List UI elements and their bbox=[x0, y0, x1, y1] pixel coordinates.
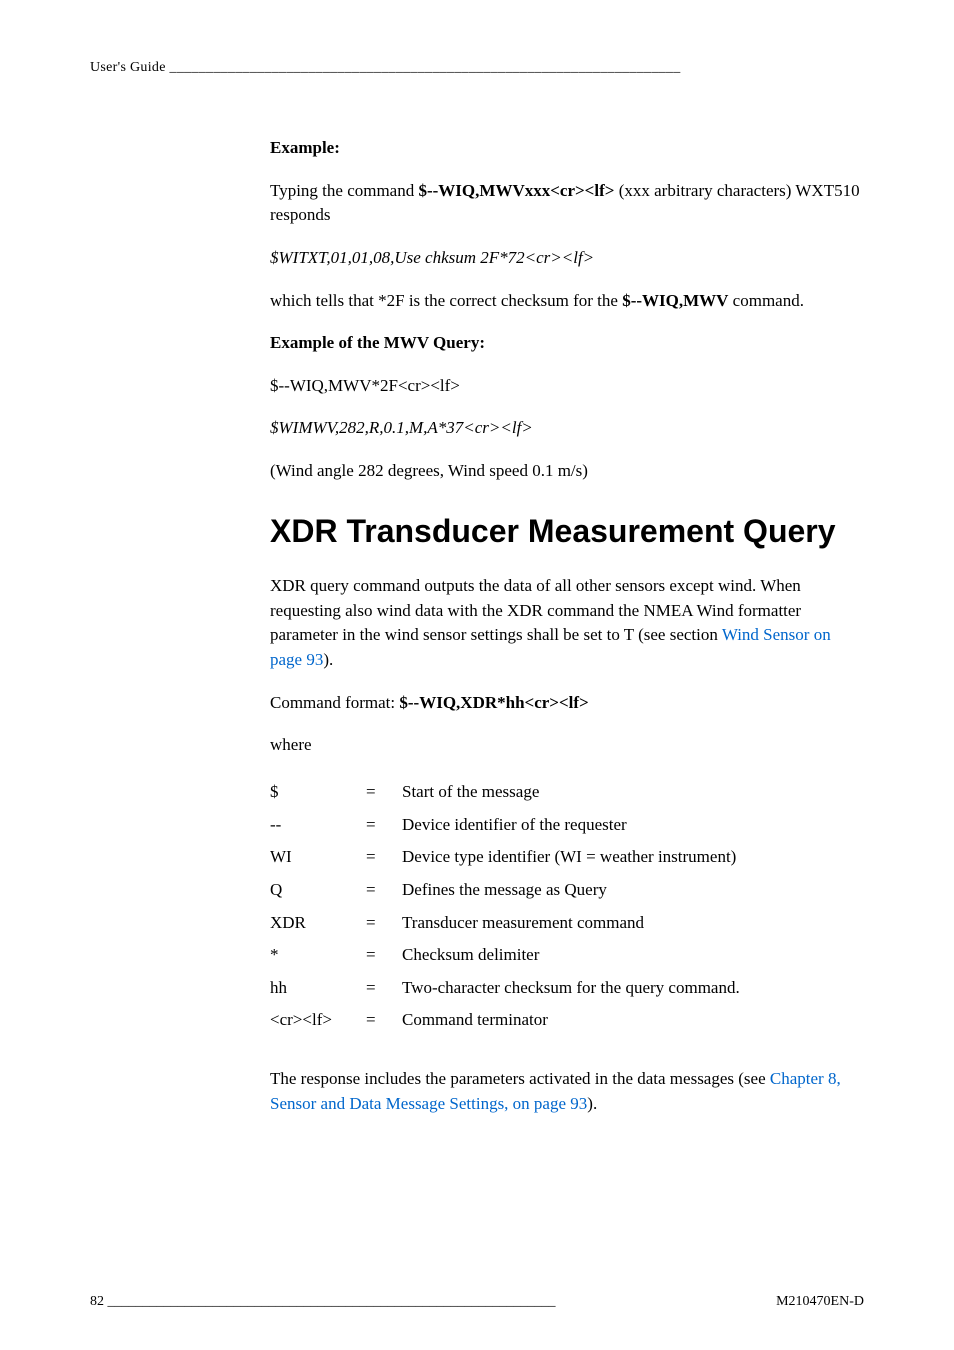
def-eq: = bbox=[366, 776, 402, 809]
definitions-body: $ = Start of the message -- = Device ide… bbox=[270, 776, 746, 1037]
def-symbol: WI bbox=[270, 841, 366, 874]
paragraph: (Wind angle 282 degrees, Wind speed 0.1 … bbox=[270, 459, 864, 484]
def-eq: = bbox=[366, 841, 402, 874]
table-row: WI = Device type identifier (WI = weathe… bbox=[270, 841, 746, 874]
command-line: $--WIQ,MWV*2F<cr><lf> bbox=[270, 374, 864, 399]
table-row: $ = Start of the message bbox=[270, 776, 746, 809]
text-run: Typing the command bbox=[270, 181, 418, 200]
text-run: command. bbox=[728, 291, 804, 310]
def-eq: = bbox=[366, 1004, 402, 1037]
table-row: * = Checksum delimiter bbox=[270, 939, 746, 972]
running-header: User's Guide ___________________________… bbox=[90, 60, 864, 76]
table-row: hh = Two-character checksum for the quer… bbox=[270, 972, 746, 1005]
page: User's Guide ___________________________… bbox=[0, 0, 954, 1350]
def-symbol: $ bbox=[270, 776, 366, 809]
def-desc: Device identifier of the requester bbox=[402, 809, 746, 842]
def-desc: Checksum delimiter bbox=[402, 939, 746, 972]
table-row: XDR = Transducer measurement command bbox=[270, 907, 746, 940]
text-run: ). bbox=[587, 1094, 597, 1113]
command-text: $--WIQ,XDR*hh<cr><lf> bbox=[399, 693, 588, 712]
def-desc: Start of the message bbox=[402, 776, 746, 809]
def-symbol: Q bbox=[270, 874, 366, 907]
def-symbol: <cr><lf> bbox=[270, 1004, 366, 1037]
paragraph: Command format: $--WIQ,XDR*hh<cr><lf> bbox=[270, 691, 864, 716]
def-eq: = bbox=[366, 939, 402, 972]
table-row: <cr><lf> = Command terminator bbox=[270, 1004, 746, 1037]
def-eq: = bbox=[366, 907, 402, 940]
def-desc: Defines the message as Query bbox=[402, 874, 746, 907]
mwv-query-heading: Example of the MWV Query: bbox=[270, 331, 864, 356]
def-symbol: * bbox=[270, 939, 366, 972]
document-id: M210470EN-D bbox=[776, 1294, 864, 1310]
def-desc: Command terminator bbox=[402, 1004, 746, 1037]
paragraph: which tells that *2F is the correct chec… bbox=[270, 289, 864, 314]
body-content-2: XDR query command outputs the data of al… bbox=[270, 574, 864, 1116]
def-symbol: -- bbox=[270, 809, 366, 842]
text-run: Command format: bbox=[270, 693, 399, 712]
command-text: $--WIQ,MWV bbox=[622, 291, 728, 310]
paragraph: Typing the command $--WIQ,MWVxxx<cr><lf>… bbox=[270, 179, 864, 228]
paragraph: The response includes the parameters act… bbox=[270, 1067, 864, 1116]
def-symbol: XDR bbox=[270, 907, 366, 940]
body-content: Example: Typing the command $--WIQ,MWVxx… bbox=[270, 136, 864, 484]
text-run: which tells that *2F is the correct chec… bbox=[270, 291, 622, 310]
response-text: $WITXT,01,01,08,Use chksum 2F*72<cr><lf> bbox=[270, 246, 864, 271]
def-eq: = bbox=[366, 874, 402, 907]
text-run: ). bbox=[323, 650, 333, 669]
page-footer: 82 _____________________________________… bbox=[90, 1294, 864, 1310]
paragraph: XDR query command outputs the data of al… bbox=[270, 574, 864, 673]
text-run: The response includes the parameters act… bbox=[270, 1069, 770, 1088]
text-run: ________________________________________… bbox=[104, 1294, 556, 1310]
page-number: 82 bbox=[90, 1294, 104, 1310]
example-heading: Example: bbox=[270, 136, 864, 161]
def-symbol: hh bbox=[270, 972, 366, 1005]
response-text: $WIMWV,282,R,0.1,M,A*37<cr><lf> bbox=[270, 416, 864, 441]
table-row: -- = Device identifier of the requester bbox=[270, 809, 746, 842]
def-desc: Transducer measurement command bbox=[402, 907, 746, 940]
def-desc: Device type identifier (WI = weather ins… bbox=[402, 841, 746, 874]
command-text: $--WIQ,MWVxxx<cr><lf> bbox=[418, 181, 614, 200]
section-title: XDR Transducer Measurement Query bbox=[270, 512, 864, 550]
def-desc: Two-character checksum for the query com… bbox=[402, 972, 746, 1005]
def-eq: = bbox=[366, 972, 402, 1005]
where-label: where bbox=[270, 733, 864, 758]
table-row: Q = Defines the message as Query bbox=[270, 874, 746, 907]
def-eq: = bbox=[366, 809, 402, 842]
definitions-table: $ = Start of the message -- = Device ide… bbox=[270, 776, 746, 1037]
